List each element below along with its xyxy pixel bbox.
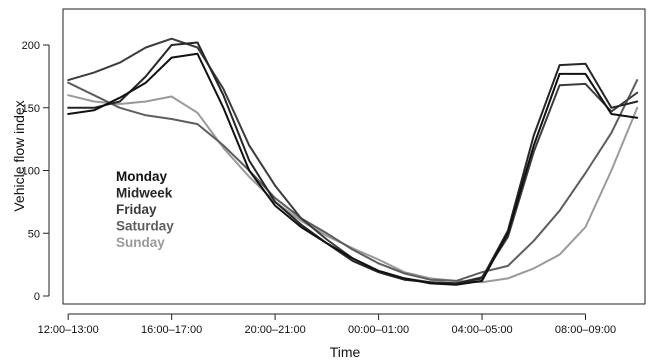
x-axis: 12:00–13:00 16:00–17:00 20:00–21:00 00:00–0…: [38, 313, 616, 336]
series-line-monday: [67, 52, 639, 286]
legend-entry-friday: Friday: [116, 202, 157, 217]
x-axis-title: Time: [330, 344, 361, 360]
y-tick-label: 200: [22, 40, 40, 52]
x-tick-label: 16:00–17:00: [141, 324, 202, 336]
legend-entry-monday: Monday: [116, 169, 167, 184]
series-line-saturday: [67, 79, 639, 282]
legend-entry-midweek: Midweek: [116, 186, 173, 201]
x-tick-label: 20:00–21:00: [245, 324, 306, 336]
y-tick-label: 150: [22, 103, 40, 115]
x-tick-label: 12:00–13:00: [38, 324, 99, 336]
plot-frame: [62, 8, 646, 305]
x-tick-label: 00:00–01:00: [348, 324, 409, 336]
x-tick-label: 04:00–05:00: [451, 324, 512, 336]
legend-entry-sunday: Sunday: [116, 235, 165, 250]
y-axis: 0 50 100 150 200: [22, 40, 50, 303]
x-tick-label: 08:00–09:00: [555, 324, 616, 336]
y-tick-label: 0: [34, 291, 40, 303]
y-tick-label: 50: [28, 228, 40, 240]
series-line-midweek: [67, 41, 639, 285]
series-line-sunday: [67, 94, 639, 284]
legend-entry-saturday: Saturday: [116, 219, 174, 234]
y-tick-label: 100: [22, 166, 40, 178]
series-lines: [67, 37, 639, 286]
y-axis-title: Vehicle flow index: [11, 100, 27, 211]
